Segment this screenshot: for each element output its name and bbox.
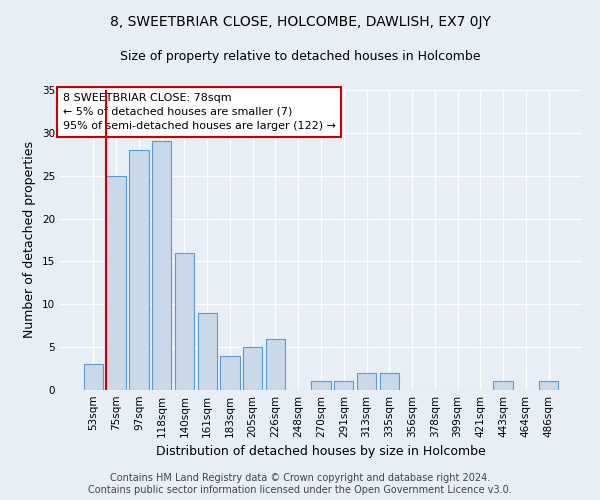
Bar bbox=[129, 150, 149, 390]
Bar bbox=[539, 382, 558, 390]
Bar bbox=[334, 382, 353, 390]
Text: Size of property relative to detached houses in Holcombe: Size of property relative to detached ho… bbox=[120, 50, 480, 63]
Bar bbox=[311, 382, 331, 390]
Bar bbox=[357, 373, 376, 390]
Bar bbox=[197, 313, 217, 390]
Bar bbox=[493, 382, 513, 390]
Text: 8 SWEETBRIAR CLOSE: 78sqm
← 5% of detached houses are smaller (7)
95% of semi-de: 8 SWEETBRIAR CLOSE: 78sqm ← 5% of detach… bbox=[62, 93, 335, 131]
Text: 8, SWEETBRIAR CLOSE, HOLCOMBE, DAWLISH, EX7 0JY: 8, SWEETBRIAR CLOSE, HOLCOMBE, DAWLISH, … bbox=[110, 15, 490, 29]
Bar bbox=[175, 253, 194, 390]
Bar bbox=[266, 338, 285, 390]
Y-axis label: Number of detached properties: Number of detached properties bbox=[23, 142, 37, 338]
Bar bbox=[106, 176, 126, 390]
Bar bbox=[243, 347, 262, 390]
Text: Contains HM Land Registry data © Crown copyright and database right 2024.
Contai: Contains HM Land Registry data © Crown c… bbox=[88, 474, 512, 495]
X-axis label: Distribution of detached houses by size in Holcombe: Distribution of detached houses by size … bbox=[156, 446, 486, 458]
Bar bbox=[380, 373, 399, 390]
Bar bbox=[220, 356, 239, 390]
Bar bbox=[152, 142, 172, 390]
Bar bbox=[84, 364, 103, 390]
